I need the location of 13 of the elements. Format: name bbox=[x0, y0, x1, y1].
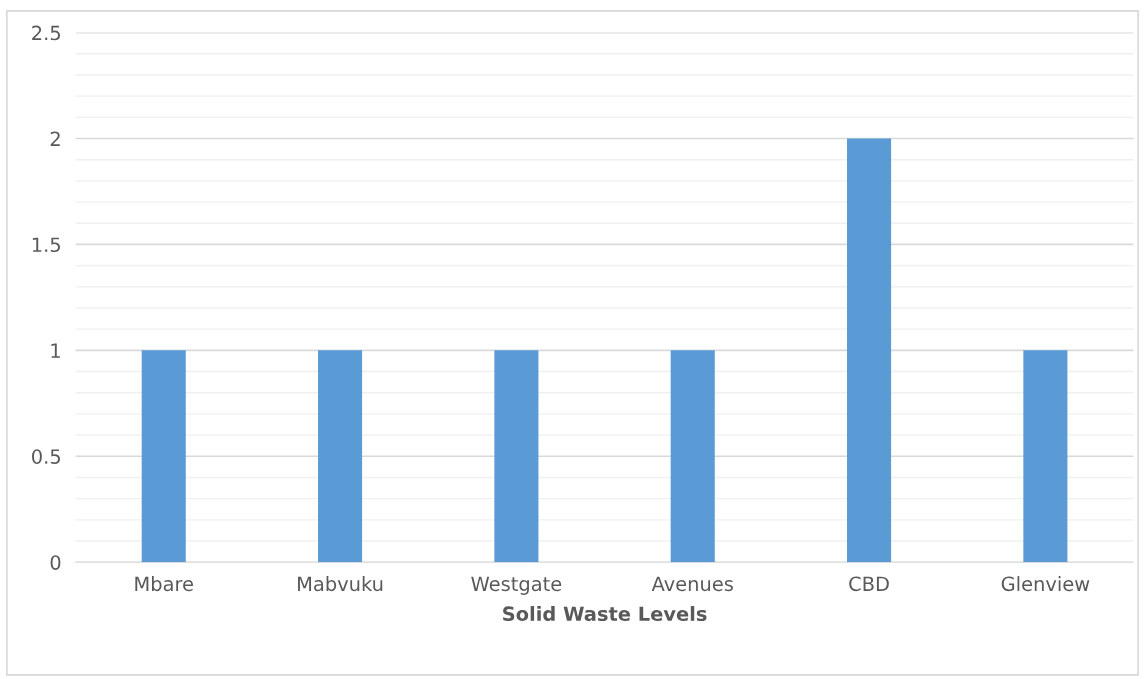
x-tick-label: Mbare bbox=[135, 576, 193, 592]
x-tick-label: CBD bbox=[849, 576, 889, 592]
x-tick-label: Westgate bbox=[471, 576, 562, 595]
x-tick-label: Glenview bbox=[1001, 576, 1090, 592]
y-tick-label: 1 bbox=[51, 343, 60, 358]
x-tick-label: Avenues bbox=[651, 576, 733, 592]
y-tick-label: 2.5 bbox=[32, 25, 60, 41]
x-axis-title: Solid Waste Levels bbox=[503, 606, 707, 622]
y-tick-label: 0 bbox=[50, 555, 61, 570]
y-tick-label: 2 bbox=[50, 131, 60, 146]
y-tick-label: 0.5 bbox=[32, 449, 60, 464]
y-tick-label: 1.5 bbox=[32, 237, 60, 253]
x-tick-label: Mabvuku bbox=[298, 576, 383, 592]
